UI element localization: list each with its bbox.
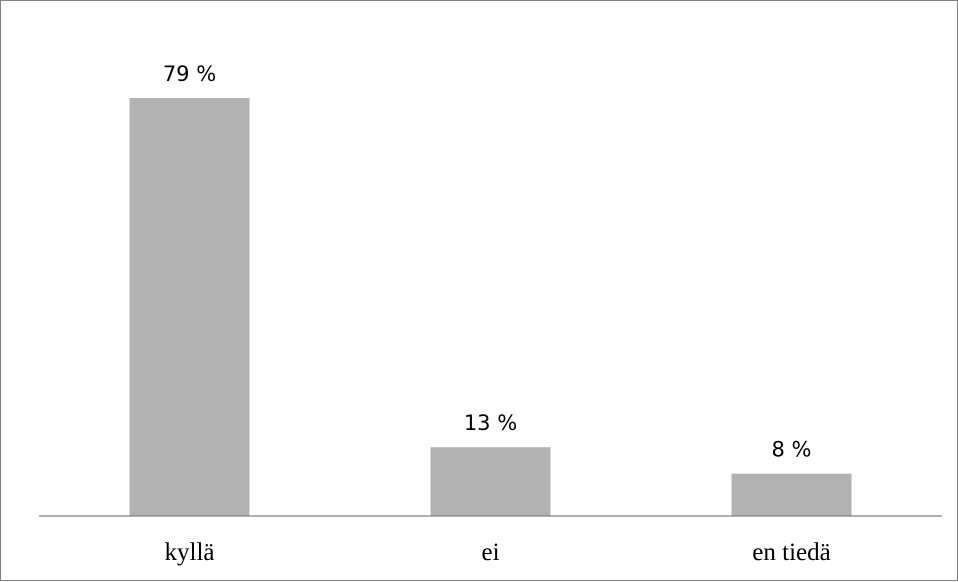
data-label-1: 13 %: [464, 411, 517, 435]
x-tick-label-2: en tiedä: [752, 539, 830, 566]
bar-2: [731, 473, 852, 516]
bar-0: [129, 98, 250, 516]
data-label-0: 79 %: [163, 62, 216, 86]
x-tick-labels-group: kyllä ei en tiedä: [165, 539, 831, 566]
data-label-2: 8 %: [772, 438, 812, 462]
x-tick-label-0: kyllä: [165, 539, 215, 566]
bar-1: [430, 447, 551, 516]
x-tick-label-1: ei: [481, 539, 499, 566]
bars-group: [129, 98, 852, 516]
data-labels-group: 79 % 13 % 8 %: [163, 62, 812, 462]
